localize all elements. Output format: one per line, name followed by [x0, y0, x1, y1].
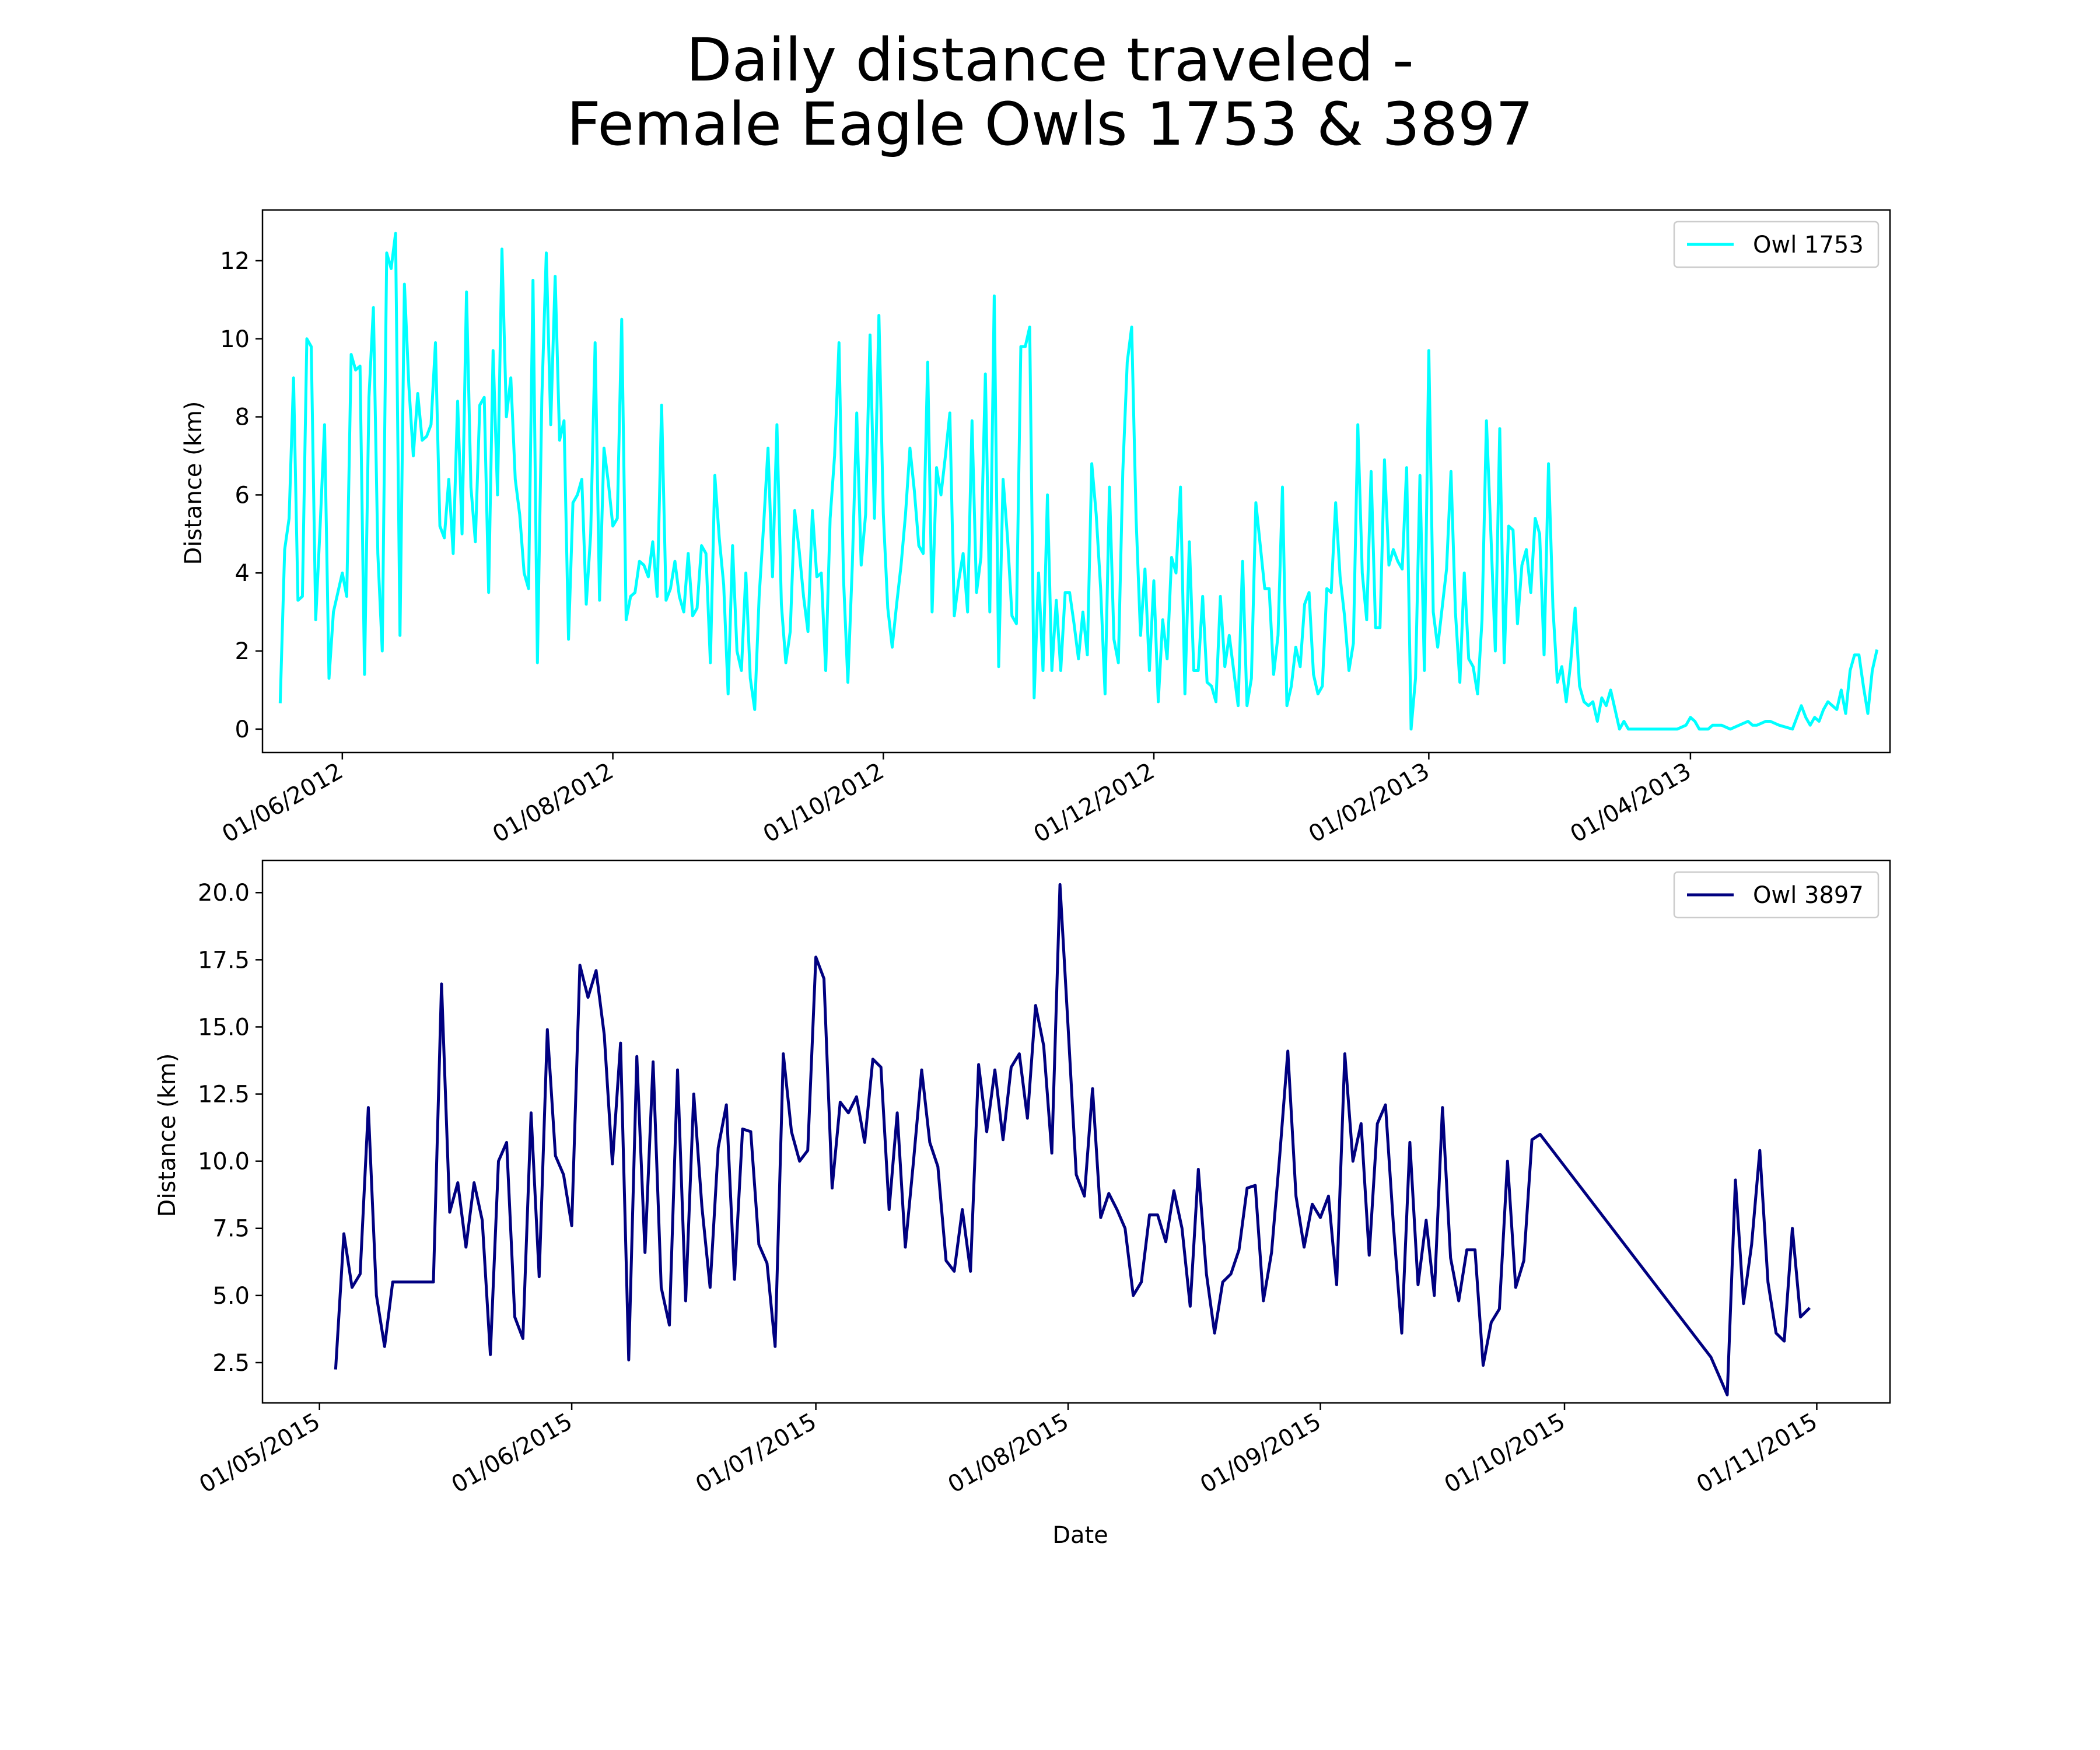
owl-3897-ytick-label: 12.5 [198, 1082, 250, 1108]
owl-3897-axes-frame [261, 859, 1891, 1404]
owl-1753-ytick-label: 6 [235, 482, 250, 509]
owl-3897-series-line [334, 883, 1811, 1396]
figure-title-line-2: Female Eagle Owls 1753 & 3897 [566, 90, 1534, 159]
owl-3897-legend-label: Owl 3897 [1753, 882, 1864, 909]
owl-1753-ylabel: Distance (km) [180, 401, 207, 565]
owl-1753-ytick-label: 8 [235, 404, 250, 431]
owl-3897-ytick-label: 10.0 [198, 1149, 250, 1175]
owl-1753-legend-label: Owl 1753 [1753, 232, 1864, 258]
owl-3897-ytick-label: 15.0 [198, 1014, 250, 1041]
owl-3897-ytick-label: 7.5 [212, 1216, 250, 1242]
owl-1753-ytick-label: 2 [235, 638, 250, 665]
owl-3897-legend-box [1673, 871, 1880, 919]
owl-3897-legend: Owl 3897 [1673, 871, 1880, 919]
owl-3897-xlabel: Date [1052, 1522, 1108, 1549]
owl-3897-ytick-label: 5.0 [212, 1283, 250, 1310]
owl-1753-ytick-label: 12 [220, 248, 250, 275]
owl-3897-ytick-label: 2.5 [212, 1350, 250, 1377]
owl-1753-ytick-label: 4 [235, 560, 250, 587]
owl-1753-legend-box [1673, 220, 1880, 268]
owl-3897-ytick-label: 17.5 [198, 947, 250, 974]
owl-1753-legend: Owl 1753 [1673, 220, 1880, 268]
owl-3897-ytick-label: 20.0 [198, 880, 250, 907]
owl-1753-ytick-label: 10 [220, 326, 250, 353]
figure-title-line-1: Daily distance traveled - [686, 26, 1414, 95]
owl-1753-axes-frame [261, 209, 1891, 754]
owl-1753-ytick-label: 0 [235, 716, 250, 743]
owl-3897-ylabel: Distance (km) [154, 1054, 181, 1217]
owl-1753-series-line [278, 232, 1879, 731]
